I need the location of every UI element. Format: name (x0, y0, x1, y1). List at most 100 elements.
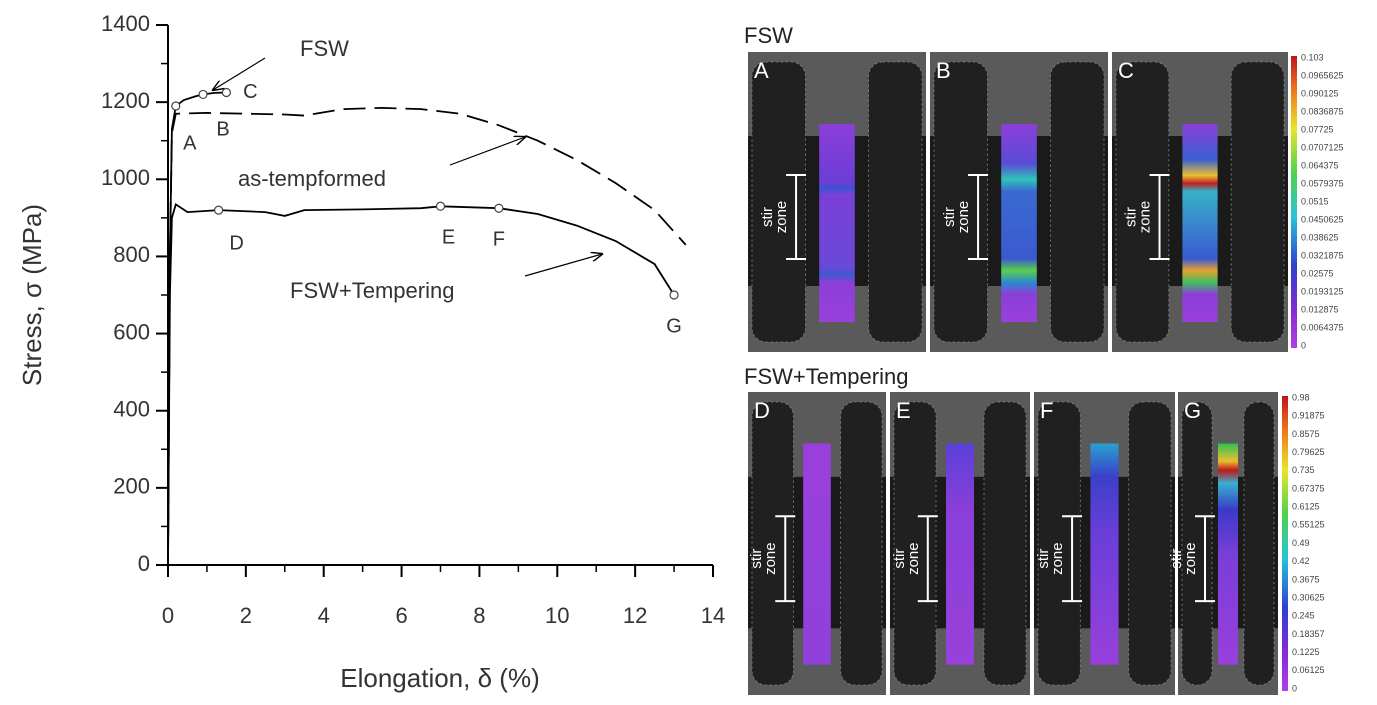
panel-label: F (1040, 398, 1053, 423)
grip-right (1128, 401, 1172, 686)
zone-label: stir (1122, 207, 1139, 227)
colorbar-label: 0.30625 (1292, 592, 1325, 602)
colorbar-label: 0.0450625 (1301, 214, 1344, 224)
annotation-arrow (449, 137, 525, 166)
colorbar-label: 0.98 (1292, 392, 1310, 402)
panel-group-title: FSW (744, 23, 793, 48)
zone-label: stir (941, 207, 958, 227)
x-tick-label: 0 (162, 603, 174, 628)
colorbar-label: 0.07725 (1301, 124, 1334, 134)
x-axis-label: Elongation, δ (%) (340, 663, 539, 693)
x-tick-label: 6 (395, 603, 407, 628)
grip-right (983, 401, 1027, 686)
series-line (167, 202, 675, 566)
point-label: G (666, 315, 682, 337)
point-label: E (442, 227, 455, 249)
annotation: FSW+Tempering (290, 278, 454, 303)
grip-left (751, 61, 806, 343)
colorbar-label: 0.6125 (1292, 502, 1320, 512)
x-tick-label: 2 (240, 603, 252, 628)
stress-strain-chart: Stress, σ (MPa) Elongation, δ (%) FSW as… (17, 11, 725, 693)
zone-label: stir (1168, 549, 1185, 569)
colorbar (1282, 396, 1288, 691)
x-tick-label: 12 (623, 603, 647, 628)
colorbar (1291, 56, 1297, 348)
y-tick-label: 800 (113, 242, 150, 267)
colorbar-label: 0 (1301, 340, 1306, 350)
colorbar-label: 0.02575 (1301, 268, 1334, 278)
panel-label: B (936, 58, 951, 83)
colorbar-label: 0.103 (1301, 52, 1324, 62)
zone-label: zone (955, 201, 972, 234)
colorbar-label: 0.06125 (1292, 665, 1325, 675)
colorbar-label: 0.064375 (1301, 160, 1339, 170)
strain-strip (803, 443, 831, 665)
zone-label: stir (891, 549, 908, 569)
annotation-arrow (524, 254, 602, 277)
grip-left (1181, 401, 1213, 686)
colorbar-label: 0.3675 (1292, 574, 1320, 584)
x-tick-label: 8 (473, 603, 485, 628)
colorbar-label: 0.038625 (1301, 232, 1339, 242)
annotation: FSW (300, 36, 349, 61)
colorbar-label: 0.79625 (1292, 447, 1325, 457)
strain-strip (1001, 124, 1037, 322)
zone-label: zone (905, 542, 922, 575)
panel-label: C (1118, 58, 1134, 83)
colorbar-label: 0.0579375 (1301, 178, 1344, 188)
panel-group-title: FSW+Tempering (744, 364, 908, 389)
zone-label: zone (1182, 542, 1199, 575)
colorbar-label: 0.0965625 (1301, 70, 1344, 80)
colorbar-label: 0.0193125 (1301, 286, 1344, 296)
point-label: C (243, 81, 257, 103)
grip-left (1037, 401, 1081, 686)
zone-label: stir (1035, 549, 1052, 569)
zone-label: stir (748, 549, 765, 569)
zone-label: zone (1049, 542, 1066, 575)
y-tick-label: 400 (113, 397, 150, 422)
colorbar-label: 0.42 (1292, 556, 1310, 566)
panel-label: A (754, 58, 769, 83)
strain-strip (946, 443, 974, 665)
y-tick-label: 1000 (101, 165, 150, 190)
colorbar-label: 0.0836875 (1301, 106, 1344, 116)
colorbar-label: 0.49 (1292, 538, 1310, 548)
x-tick-label: 4 (318, 603, 330, 628)
colorbar-label: 0.090125 (1301, 88, 1339, 98)
colorbar-label: 0.0321875 (1301, 250, 1344, 260)
colorbar-label: 0.8575 (1292, 429, 1320, 439)
x-tick-label: 10 (545, 603, 569, 628)
series-line (167, 91, 227, 566)
y-tick-label: 600 (113, 319, 150, 344)
zone-label: zone (762, 542, 779, 575)
grip-right (1243, 401, 1275, 686)
zone-label: zone (1136, 201, 1153, 234)
colorbar-label: 0 (1292, 683, 1297, 693)
grip-left (893, 401, 937, 686)
point-label: D (229, 232, 243, 254)
grip-right (840, 401, 883, 686)
grip-left (933, 61, 988, 343)
colorbar-label: 0.55125 (1292, 520, 1325, 530)
grip-left (751, 401, 794, 686)
zone-label: zone (773, 201, 790, 234)
x-tick-label: 14 (701, 603, 725, 628)
strain-strip (1090, 443, 1119, 665)
colorbar-label: 0.67375 (1292, 483, 1325, 493)
colorbar-label: 0.735 (1292, 465, 1315, 475)
grip-right (1050, 61, 1105, 343)
colorbar-label: 0.0707125 (1301, 142, 1344, 152)
colorbar-label: 0.0515 (1301, 196, 1329, 206)
colorbar-label: 0.91875 (1292, 411, 1325, 421)
point-label: B (216, 119, 229, 141)
y-tick-label: 0 (138, 551, 150, 576)
strain-strip (1218, 443, 1238, 665)
colorbar-label: 0.0064375 (1301, 322, 1344, 332)
strain-strip (1182, 124, 1218, 322)
grip-right (1230, 61, 1285, 343)
grip-right (868, 61, 923, 343)
colorbar-label: 0.012875 (1301, 304, 1339, 314)
y-tick-label: 1400 (101, 11, 150, 36)
dic-panels: FSWAstirzoneBstirzoneCstirzone0.1030.096… (744, 23, 1344, 695)
point-label: F (493, 228, 505, 250)
